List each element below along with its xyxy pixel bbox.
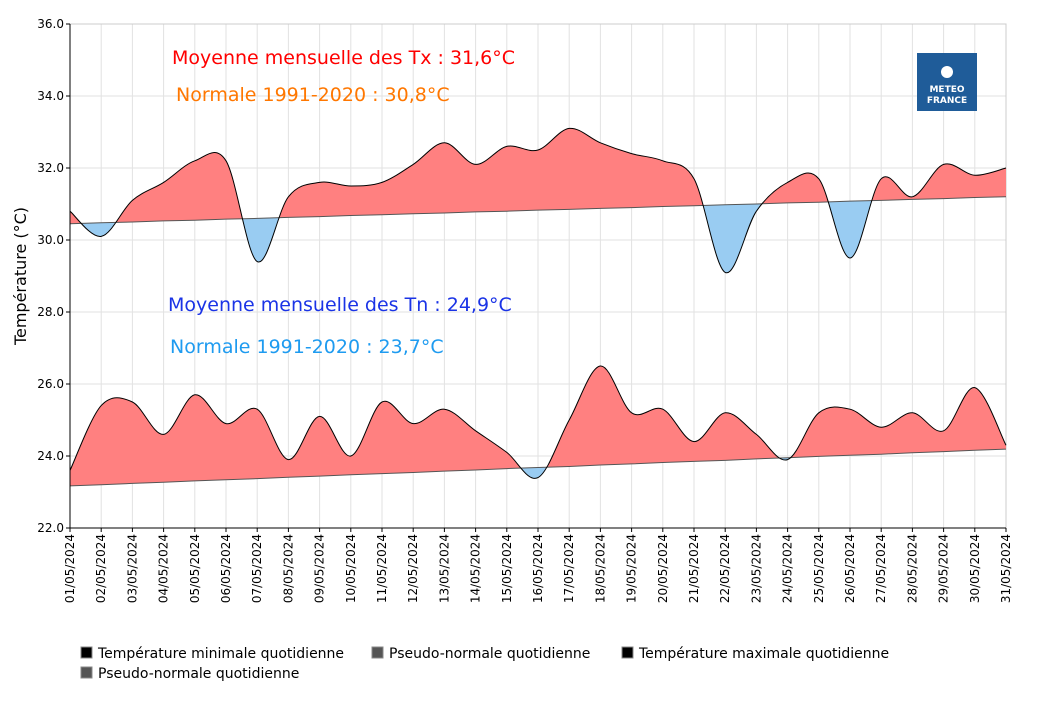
legend-label: Pseudo-normale quotidienne bbox=[98, 666, 299, 682]
y-tick-label: 26.0 bbox=[37, 377, 64, 391]
annotation: Moyenne mensuelle des Tn : 24,9°C bbox=[168, 294, 512, 316]
y-tick-label: 28.0 bbox=[37, 305, 64, 319]
area-above bbox=[70, 365, 1006, 486]
x-tick-label: 24/05/2024 bbox=[781, 534, 795, 603]
x-tick-label: 06/05/2024 bbox=[219, 534, 233, 603]
x-tick-label: 08/05/2024 bbox=[281, 534, 295, 603]
logo-text: METEO bbox=[929, 85, 964, 95]
logo-text: FRANCE bbox=[927, 96, 967, 106]
x-tick-label: 11/05/2024 bbox=[375, 534, 389, 603]
y-axis-label: Température (°C) bbox=[11, 207, 30, 346]
x-tick-label: 26/05/2024 bbox=[843, 534, 857, 603]
legend-swatch bbox=[371, 646, 384, 659]
y-tick-label: 24.0 bbox=[37, 449, 64, 463]
legend-label: Pseudo-normale quotidienne bbox=[389, 646, 590, 662]
x-tick-label: 29/05/2024 bbox=[937, 534, 951, 603]
x-tick-label: 20/05/2024 bbox=[656, 534, 670, 603]
legend-swatch bbox=[621, 646, 634, 659]
x-tick-label: 12/05/2024 bbox=[406, 534, 420, 603]
x-tick-label: 04/05/2024 bbox=[157, 534, 171, 603]
annotation: Moyenne mensuelle des Tx : 31,6°C bbox=[172, 47, 515, 69]
line bbox=[69, 365, 1007, 479]
logo-box bbox=[917, 53, 977, 111]
y-tick-label: 30.0 bbox=[37, 233, 64, 247]
x-tick-label: 17/05/2024 bbox=[562, 534, 576, 603]
legend-swatch bbox=[80, 646, 93, 659]
annotation: Normale 1991-2020 : 30,8°C bbox=[176, 84, 450, 106]
x-tick-label: 28/05/2024 bbox=[905, 534, 919, 603]
legend-swatch bbox=[80, 666, 93, 679]
x-tick-label: 16/05/2024 bbox=[531, 534, 545, 603]
x-tick-label: 23/05/2024 bbox=[749, 534, 763, 603]
annotation: Normale 1991-2020 : 23,7°C bbox=[170, 336, 444, 358]
normal-line bbox=[69, 448, 1007, 487]
legend-label: Température minimale quotidienne bbox=[97, 646, 344, 662]
x-tick-label: 27/05/2024 bbox=[874, 534, 888, 603]
plot: 22.0 24.0 26.0 28.0 30.0 32.0 34.0 36.0 01/05/20… bbox=[37, 17, 1013, 603]
x-tick-label: 14/05/2024 bbox=[469, 534, 483, 603]
y-tick-label: 34.0 bbox=[37, 89, 64, 103]
x-tick-label: 03/05/2024 bbox=[125, 534, 139, 603]
x-tick-label: 10/05/2024 bbox=[344, 534, 358, 603]
x-tick-label: 01/05/2024 bbox=[63, 534, 77, 603]
x-tick-label: 05/05/2024 bbox=[188, 534, 202, 603]
x-tick-label: 25/05/2024 bbox=[812, 534, 826, 603]
x-tick-label: 07/05/2024 bbox=[250, 534, 264, 603]
x-tick-label: 19/05/2024 bbox=[625, 534, 639, 603]
logo-icon bbox=[941, 66, 953, 78]
x-tick-label: 02/05/2024 bbox=[94, 534, 108, 603]
y-tick-label: 32.0 bbox=[37, 161, 64, 175]
x-tick-label: 22/05/2024 bbox=[718, 534, 732, 603]
y-tick-label: 36.0 bbox=[37, 17, 64, 31]
x-tick-label: 31/05/2024 bbox=[999, 534, 1013, 603]
normal-line bbox=[69, 196, 1007, 225]
legend-label: Température maximale quotidienne bbox=[638, 646, 889, 662]
x-tick-label: 18/05/2024 bbox=[593, 534, 607, 603]
x-tick-label: 15/05/2024 bbox=[500, 534, 514, 603]
area-above bbox=[70, 128, 1006, 224]
line bbox=[69, 127, 1007, 273]
x-tick-label: 13/05/2024 bbox=[437, 534, 451, 603]
x-tick-label: 09/05/2024 bbox=[313, 534, 327, 603]
x-tick-label: 30/05/2024 bbox=[968, 534, 982, 603]
y-tick-label: 22.0 bbox=[37, 521, 64, 535]
x-tick-label: 21/05/2024 bbox=[687, 534, 701, 603]
